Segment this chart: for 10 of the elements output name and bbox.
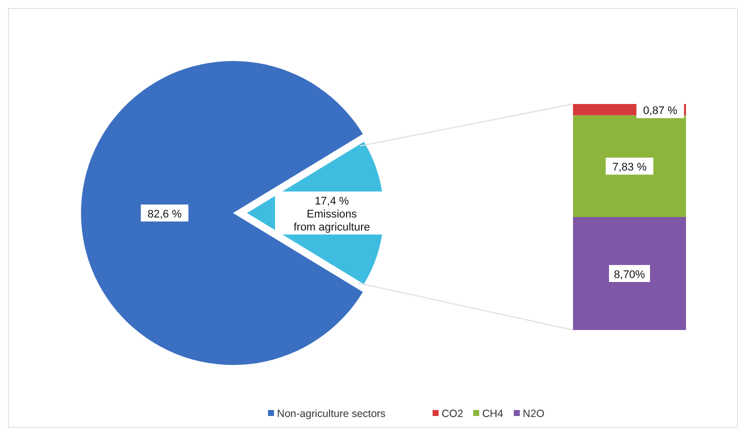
- data-label: 82,6 %: [147, 208, 182, 220]
- data-label: 17,4 %: [314, 196, 350, 208]
- data-label: 8,70%: [614, 269, 646, 281]
- legend-label: N2O: [522, 408, 544, 420]
- legend-label: CH4: [482, 408, 504, 420]
- legend-label: CO2: [442, 408, 464, 420]
- text: Emissions from agriculture: [294, 208, 370, 234]
- data-label: 7,83 %: [612, 162, 647, 174]
- legend-label: Non-agriculture sectors: [277, 408, 386, 420]
- data-label: 0,87 %: [643, 105, 678, 118]
